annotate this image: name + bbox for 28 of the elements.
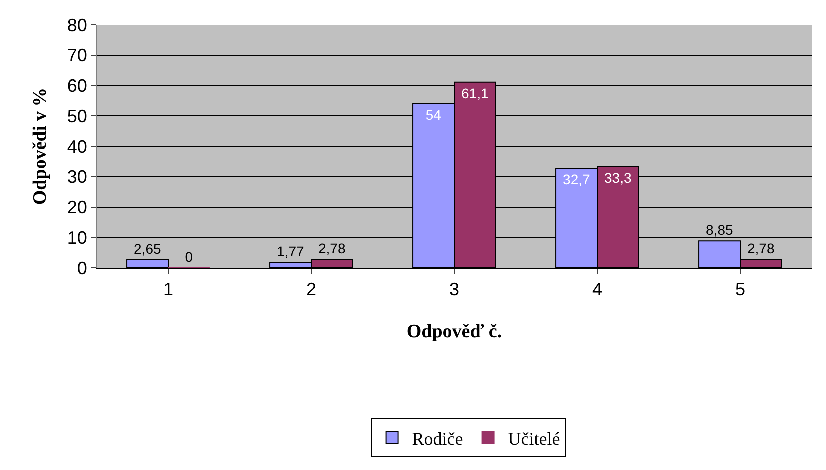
data-label: 54 — [426, 106, 442, 123]
x-axis-title: Odpověď č. — [406, 321, 502, 342]
x-tick-label: 5 — [735, 280, 746, 300]
y-tick-label: 80 — [67, 15, 88, 36]
y-tick-label: 30 — [67, 167, 88, 188]
data-label: 33,3 — [604, 170, 632, 186]
y-tick-label: 70 — [67, 46, 88, 66]
data-label: 1,77 — [277, 244, 304, 260]
data-label: 32,7 — [563, 172, 590, 188]
x-tick-label: 4 — [592, 280, 603, 300]
data-label: 2,78 — [748, 240, 775, 257]
y-tick-label: 0 — [77, 258, 88, 278]
x-tick-label: 2 — [306, 280, 317, 300]
data-label: 2,65 — [134, 240, 162, 257]
x-tick-label: 1 — [163, 280, 174, 300]
y-tick-label: 60 — [67, 76, 88, 96]
y-tick-label: 10 — [67, 228, 88, 248]
y-axis-title: Odpovědi v % — [30, 88, 52, 206]
legend-label: Rodiče — [412, 428, 464, 449]
data-label: 2,78 — [318, 240, 346, 257]
x-tick-label: 3 — [449, 280, 460, 300]
data-label: 8,85 — [706, 222, 734, 238]
data-label: 61,1 — [462, 85, 489, 102]
y-tick-label: 20 — [67, 198, 88, 218]
y-tick-label: 50 — [67, 106, 88, 126]
legend-label: Učitelé — [508, 428, 560, 449]
data-label: 0 — [185, 249, 194, 265]
y-tick-label: 40 — [67, 136, 88, 157]
